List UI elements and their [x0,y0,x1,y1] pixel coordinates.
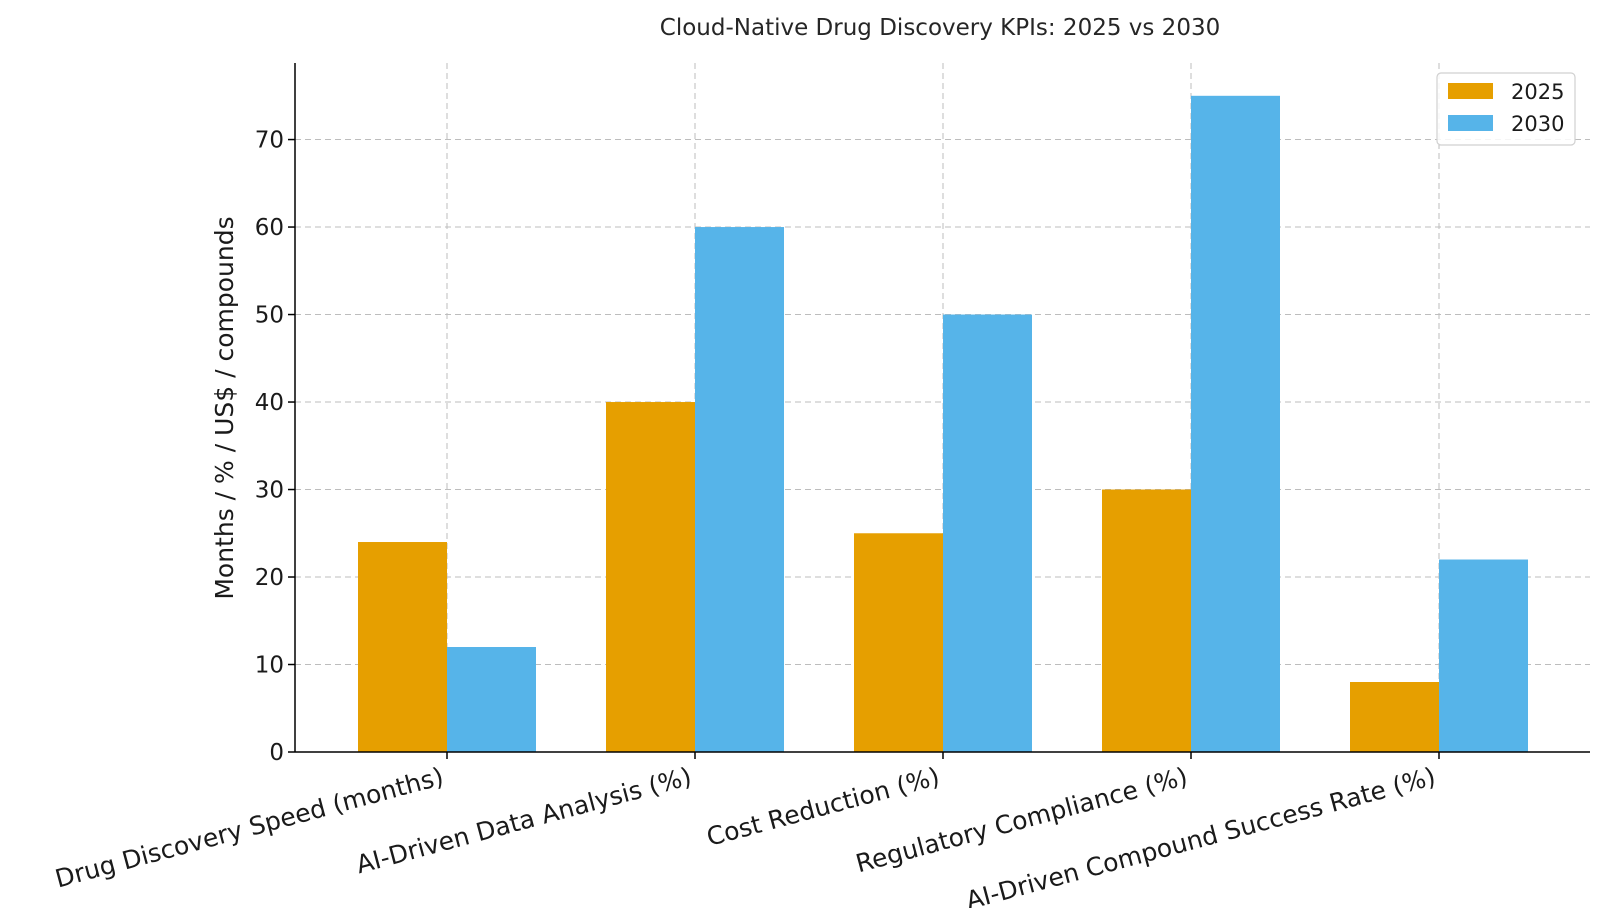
bars [358,95,1528,753]
bar-2030-1 [447,647,536,752]
x-tick-label: AI-Driven Compound Success Rate (%) [963,762,1439,908]
bar-2030-3 [943,314,1032,752]
x-tick-label: Drug Discovery Speed (months) [52,762,446,894]
legend-label-2030: 2030 [1511,112,1564,136]
y-ticks: 0 10 20 30 40 50 60 70 [255,128,295,766]
y-tick-label: 50 [255,303,284,329]
y-tick-label: 40 [255,390,284,416]
legend-label-2025: 2025 [1511,80,1564,104]
chart-title: Cloud-Native Drug Discovery KPIs: 2025 v… [660,15,1220,41]
y-tick-label: 0 [269,740,284,766]
y-tick-label: 30 [255,478,284,504]
y-tick-label: 20 [255,565,284,591]
y-tick-label: 60 [255,215,284,241]
legend-swatch-2025 [1448,83,1493,99]
bar-2030-5 [1439,559,1528,752]
bar-2025-1 [358,542,447,752]
bar-2025-2 [606,402,695,752]
y-tick-label: 10 [255,653,284,679]
y-tick-label: 70 [255,128,284,154]
bar-2030-4 [1191,95,1280,753]
bar-2025-5 [1350,682,1439,752]
bar-2025-4 [1102,489,1191,752]
x-tick-labels: Drug Discovery Speed (months)AI-Driven D… [52,752,1440,908]
legend-swatch-2030 [1448,115,1493,131]
bar-2025-3 [854,533,943,752]
legend: 2025 2030 [1436,72,1576,146]
y-axis-label: Months / % / US$ / compounds [210,216,239,599]
bar-2030-2 [695,227,784,753]
